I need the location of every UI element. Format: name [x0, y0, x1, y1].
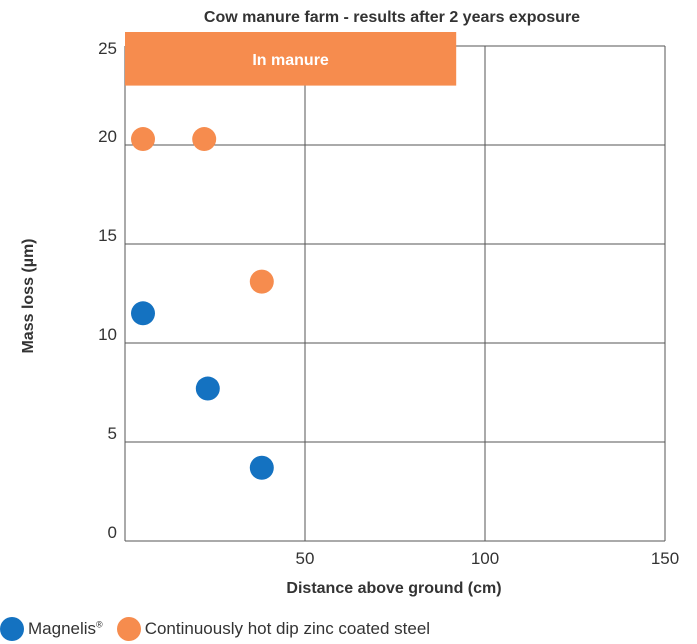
data-points — [131, 127, 274, 480]
data-point-zinc-coated-0 — [131, 127, 155, 152]
in-manure-band-label: In manure — [252, 52, 329, 69]
x-tick-label-100: 100 — [471, 549, 499, 568]
y-tick-label-25: 25 — [98, 39, 117, 58]
y-tick-label-10: 10 — [98, 325, 117, 344]
y-axis-title: Mass loss (µm) — [20, 238, 37, 353]
x-axis-title: Distance above ground (cm) — [286, 580, 501, 597]
y-axis-ticks: 0 5 10 15 20 25 — [98, 39, 117, 542]
in-manure-band: In manure — [125, 32, 457, 86]
legend-item-magnelis: Magnelis® — [0, 617, 103, 641]
in-manure-band-rect — [125, 32, 457, 86]
y-tick-label-15: 15 — [98, 226, 117, 245]
legend-swatch-orange — [116, 617, 141, 641]
legend: Magnelis® Continuously hot dip zinc coat… — [0, 616, 444, 642]
y-tick-label-0: 0 — [108, 523, 117, 542]
x-tick-label-50: 50 — [296, 549, 315, 568]
legend-label-magnelis: Magnelis® — [28, 619, 103, 638]
y-tick-label-20: 20 — [98, 127, 117, 146]
x-axis-ticks: 50 100 150 — [296, 549, 680, 568]
grid — [124, 45, 666, 542]
legend-swatch-blue — [0, 617, 24, 641]
data-point-magnelis-1 — [195, 376, 220, 401]
data-point-zinc-coated-1 — [192, 127, 217, 152]
legend-label-zinc-coated: Continuously hot dip zinc coated steel — [144, 619, 431, 638]
x-tick-label-150: 150 — [651, 549, 679, 568]
legend-item-zinc-coated: Continuously hot dip zinc coated steel — [116, 617, 431, 641]
data-point-magnelis-2 — [249, 455, 274, 480]
data-point-magnelis-0 — [131, 301, 155, 326]
chart-title: Cow manure farm - results after 2 years … — [204, 9, 580, 26]
data-point-zinc-coated-2 — [249, 269, 274, 294]
y-tick-label-5: 5 — [108, 424, 117, 443]
